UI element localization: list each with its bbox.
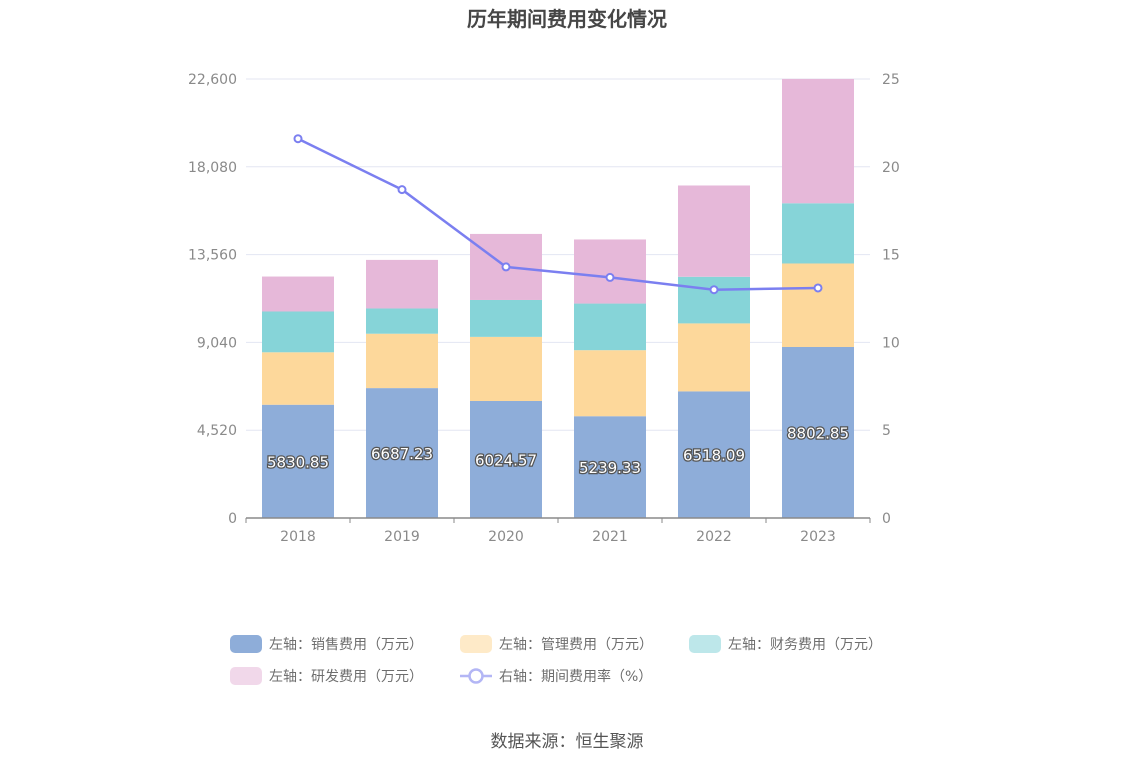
bar-data-label: 8802.85 xyxy=(787,425,849,443)
x-tick-label: 2023 xyxy=(800,529,836,545)
bar-segment-0-2019 xyxy=(366,388,438,518)
y-right-tick-label: 10 xyxy=(882,335,900,351)
source-note: 数据来源：恒生聚源 xyxy=(491,732,644,752)
bar-segment-3-2023 xyxy=(782,78,854,204)
bar-data-label: 6687.23 xyxy=(371,445,433,463)
x-tick-label: 2020 xyxy=(488,529,524,545)
bar-segment-0-2018 xyxy=(262,404,334,518)
bar-segment-0-2020 xyxy=(470,400,542,518)
y-left-tick-label: 9,040 xyxy=(197,335,237,351)
legend-swatch-1 xyxy=(460,635,492,653)
x-tick-label: 2018 xyxy=(280,529,316,545)
y-left-tick-label: 13,560 xyxy=(188,248,237,264)
bar-segment-1-2023 xyxy=(782,263,854,348)
y-right-tick-label: 20 xyxy=(882,160,900,176)
rate-point-2021 xyxy=(605,272,615,282)
bar-segment-1-2019 xyxy=(366,333,438,389)
legend-label-1: 左轴：管理费用（万元） xyxy=(499,637,653,653)
bar-segment-3-2018 xyxy=(262,276,334,312)
y-axis-left: 0 4,520 9,040 13,560 18,080 22,600 xyxy=(188,72,237,527)
legend-label-4: 右轴：期间费用率（%） xyxy=(499,668,652,685)
bar-segment-1-2018 xyxy=(262,352,334,405)
chart-title: 历年期间费用变化情况 xyxy=(467,7,667,31)
rate-point-2019 xyxy=(397,185,407,195)
y-left-tick-label: 18,080 xyxy=(188,160,237,176)
bar-segment-1-2022 xyxy=(678,323,750,392)
legend-label-2: 左轴：财务费用（万元） xyxy=(728,637,882,653)
y-right-tick-label: 15 xyxy=(882,248,900,264)
bar-data-labels: 5830.85 6687.23 6024.57 5239.33 6518.09 8802.… xyxy=(266,423,851,478)
bar-segment-0-2023 xyxy=(782,347,854,518)
y-right-tick-label: 5 xyxy=(882,423,891,439)
y-axis-right: 0 5 10 15 20 25 xyxy=(882,72,900,527)
bar-segment-2-2019 xyxy=(366,308,438,334)
bar-segment-2-2020 xyxy=(470,299,542,337)
legend: 左轴：销售费用（万元） 左轴：管理费用（万元） 左轴：财务费用（万元） 左轴：研发费用… xyxy=(230,635,882,685)
y-right-tick-label: 25 xyxy=(882,72,900,88)
rate-point-2018 xyxy=(293,134,303,144)
rate-point-2023 xyxy=(813,283,823,293)
x-tick-label: 2022 xyxy=(696,529,732,545)
bar-segment-3-2022 xyxy=(678,185,750,277)
legend-swatch-2 xyxy=(689,635,721,653)
bar-segment-2-2023 xyxy=(782,203,854,264)
bar-series xyxy=(262,78,854,518)
bar-segment-2-2022 xyxy=(678,276,750,324)
rate-line xyxy=(297,137,819,291)
rate-point-2022 xyxy=(709,285,719,295)
bar-segment-2-2018 xyxy=(262,311,334,353)
x-tick-label: 2021 xyxy=(592,529,628,545)
bar-segment-0-2022 xyxy=(678,391,750,518)
legend-swatch-3 xyxy=(230,667,262,685)
rate-point-2020 xyxy=(501,262,511,272)
legend-swatch-0 xyxy=(230,635,262,653)
y-left-tick-label: 22,600 xyxy=(188,72,237,88)
legend-line-marker xyxy=(468,668,484,684)
bar-segment-1-2020 xyxy=(470,336,542,401)
y-left-tick-label: 0 xyxy=(228,511,237,527)
y-right-tick-label: 0 xyxy=(882,511,891,527)
y-left-tick-label: 4,520 xyxy=(197,423,237,439)
x-axis-ticks: 2018 2019 2020 2021 2022 2023 xyxy=(245,518,871,545)
bar-segment-2-2021 xyxy=(574,303,646,351)
legend-label-3: 左轴：研发费用（万元） xyxy=(269,669,423,685)
rate-line-series xyxy=(293,134,823,295)
bar-data-label: 6518.09 xyxy=(683,447,745,465)
bar-data-label: 5239.33 xyxy=(579,459,641,477)
bar-segment-3-2021 xyxy=(574,239,646,304)
gridlines xyxy=(246,78,870,431)
bar-segment-1-2021 xyxy=(574,350,646,417)
bar-data-label: 6024.57 xyxy=(475,451,537,469)
bar-segment-3-2019 xyxy=(366,259,438,309)
bar-data-label: 5830.85 xyxy=(267,453,329,471)
legend-label-0: 左轴：销售费用（万元） xyxy=(269,637,423,653)
bar-segment-0-2021 xyxy=(574,416,646,518)
x-tick-label: 2019 xyxy=(384,529,420,545)
